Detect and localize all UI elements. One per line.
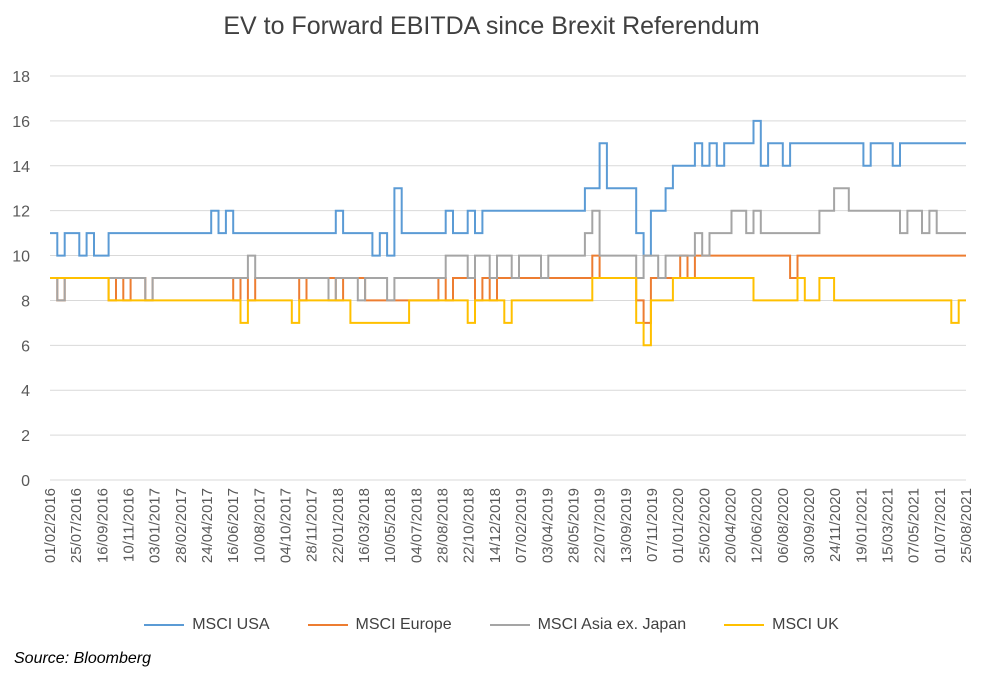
x-tick-label: 25/08/2021 <box>958 488 975 563</box>
legend-item: MSCI Europe <box>307 616 452 634</box>
series-line <box>50 187 966 302</box>
y-tick-label: 8 <box>21 293 30 310</box>
chart-plot: 0 2 4 6 8 10 12 14 16 18 01/02/2016 25/07/2016 16/09… <box>12 69 975 563</box>
x-tick-label: 07/05/2021 <box>906 488 923 563</box>
x-tick-label: 28/08/2018 <box>435 488 452 563</box>
x-tick-label: 01/07/2021 <box>932 488 949 563</box>
x-tick-label: 16/06/2017 <box>225 488 242 563</box>
x-tick-label: 22/10/2018 <box>461 488 478 563</box>
x-tick-label: 06/08/2020 <box>775 488 792 563</box>
x-tick-label: 14/12/2018 <box>487 488 504 563</box>
y-tick-label: 10 <box>12 249 30 266</box>
x-tick-label: 15/03/2021 <box>879 488 896 563</box>
x-tick-label: 22/01/2018 <box>330 488 347 563</box>
x-tick-label: 10/11/2016 <box>121 488 138 562</box>
x-tick-label: 28/02/2017 <box>173 488 190 563</box>
x-tick-label: 28/11/2017 <box>304 488 321 562</box>
legend-label: MSCI Europe <box>355 616 452 633</box>
x-tick-label: 30/09/2020 <box>801 488 818 563</box>
y-tick-label: 14 <box>12 159 30 176</box>
legend-swatch <box>724 624 765 626</box>
series-line <box>50 277 966 347</box>
x-tick-label: 13/09/2019 <box>618 488 635 563</box>
x-tick-label: 01/01/2020 <box>670 488 687 563</box>
x-tick-label: 03/01/2017 <box>147 488 164 563</box>
legend-swatch <box>307 624 348 626</box>
legend-label: MSCI Asia ex. Japan <box>537 616 687 633</box>
x-tick-label: 03/04/2019 <box>539 488 556 563</box>
x-tick-label: 16/03/2018 <box>356 488 373 563</box>
y-tick-label: 2 <box>21 428 30 445</box>
x-tick-label: 16/09/2016 <box>94 488 111 563</box>
x-tick-label: 19/01/2021 <box>853 488 870 563</box>
x-tick-label: 28/05/2019 <box>565 488 582 563</box>
chart-title: EV to Forward EBITDA since Brexit Refere… <box>223 12 760 40</box>
y-tick-label: 4 <box>21 383 30 400</box>
legend-label: MSCI USA <box>192 616 270 633</box>
x-tick-label: 10/08/2017 <box>251 488 268 563</box>
legend-item: MSCI UK <box>724 616 839 634</box>
legend-item: MSCI USA <box>144 616 270 634</box>
x-tick-label: 22/07/2019 <box>592 488 609 563</box>
legend-swatch <box>144 624 185 626</box>
x-tick-label: 12/06/2020 <box>749 488 766 563</box>
x-tick-label: 10/05/2018 <box>382 488 399 563</box>
x-tick-label: 04/07/2018 <box>408 488 425 563</box>
x-tick-label: 01/02/2016 <box>42 488 59 563</box>
y-tick-label: 0 <box>21 473 30 490</box>
legend-label: MSCI UK <box>772 616 839 633</box>
x-tick-label: 07/02/2019 <box>513 488 530 563</box>
x-tick-label: 25/02/2020 <box>696 488 713 563</box>
y-tick-label: 16 <box>12 114 30 131</box>
x-tick-label: 20/04/2020 <box>722 488 739 563</box>
legend-item: MSCI Asia ex. Japan <box>489 616 687 634</box>
source-note: Source: Bloomberg <box>14 650 151 667</box>
chart-legend: MSCI USA MSCI Europe MSCI Asia ex. Japan MS… <box>0 616 983 634</box>
series-line <box>50 254 966 324</box>
series-line <box>50 119 966 257</box>
y-tick-label: 12 <box>12 204 30 221</box>
x-tick-label: 24/11/2020 <box>827 488 844 562</box>
x-tick-label: 04/10/2017 <box>278 488 295 563</box>
x-tick-label: 07/11/2019 <box>644 488 661 562</box>
y-tick-label: 18 <box>12 69 30 86</box>
x-tick-label: 24/04/2017 <box>199 488 216 563</box>
legend-swatch <box>489 624 530 626</box>
x-tick-label: 25/07/2016 <box>68 488 85 563</box>
y-tick-label: 6 <box>21 338 30 355</box>
